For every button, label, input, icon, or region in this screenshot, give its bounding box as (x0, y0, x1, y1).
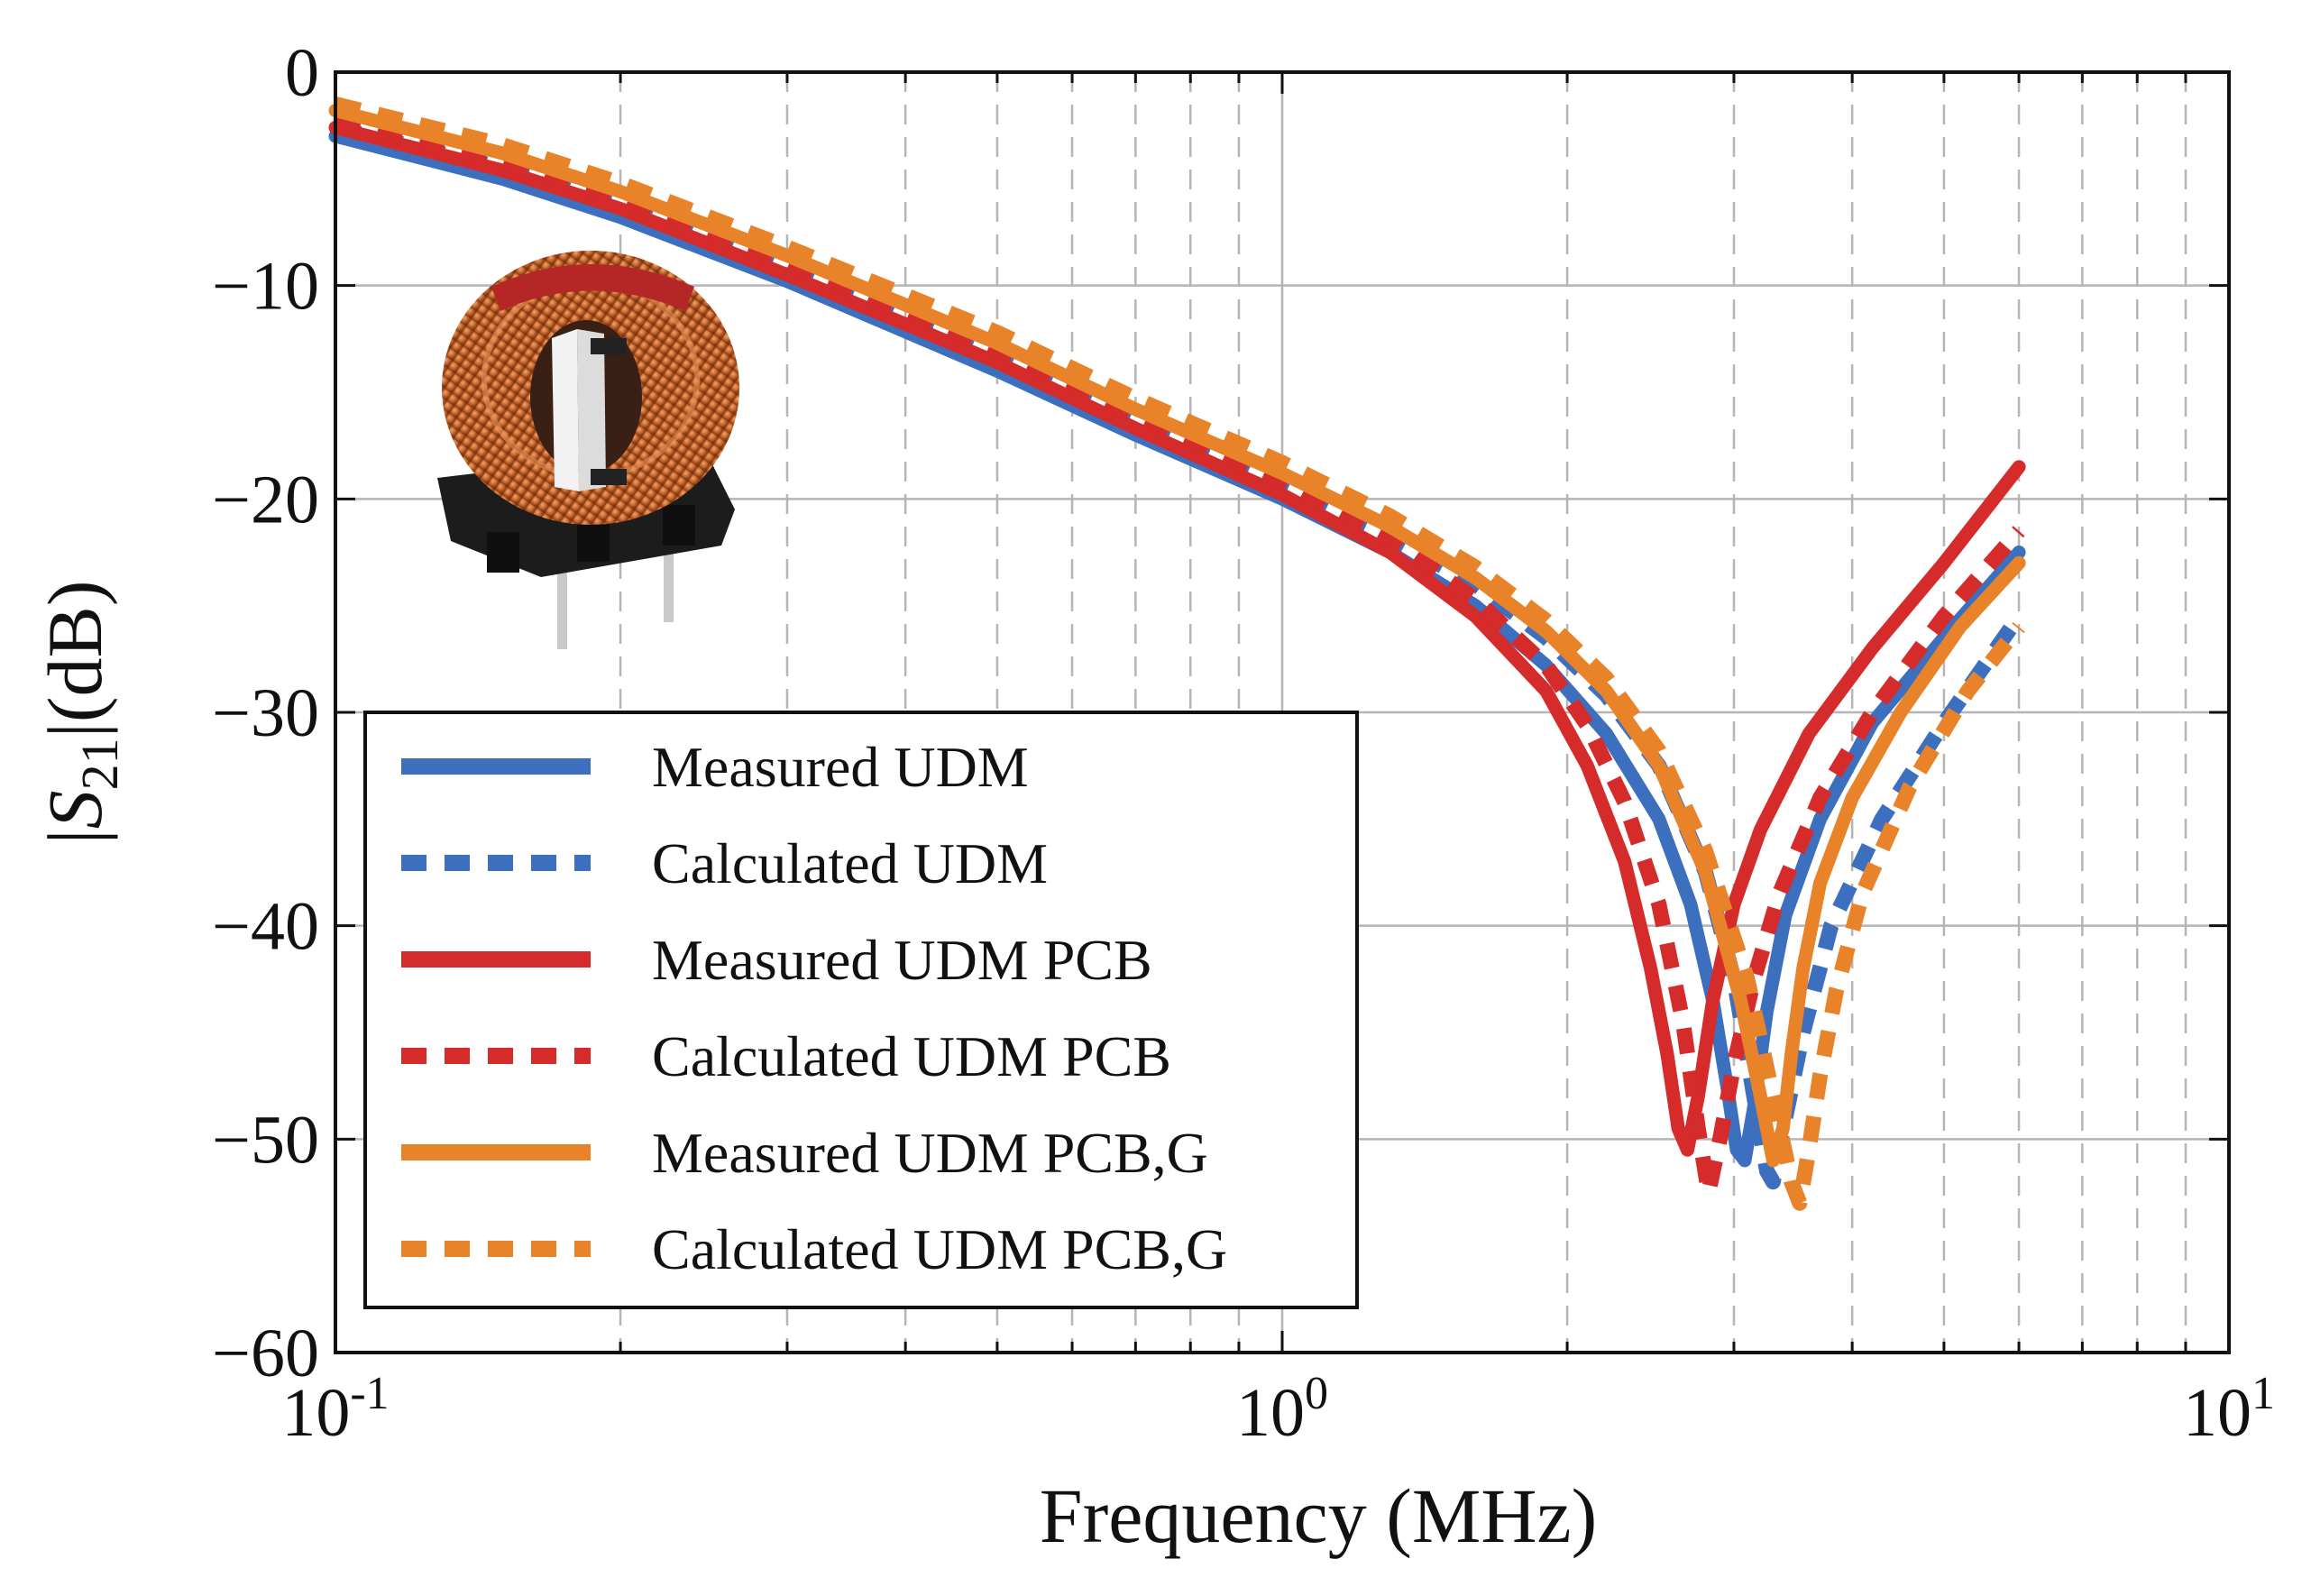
y-axis-title: |S21|(dB) (32, 580, 129, 844)
legend-label-4: Calculated UDM PCB (652, 1024, 1171, 1088)
series-layer (328, 96, 2026, 1211)
y-tick-label-1: 0 (285, 35, 319, 111)
y-tick-label-4: −30 (212, 675, 319, 751)
y-tick-label-2: −10 (212, 249, 319, 325)
legend-box (363, 711, 1359, 1309)
legend-label-1: Measured UDM (652, 735, 1029, 799)
y-tick-label-3: −20 (212, 462, 319, 537)
legend-label-6: Calculated UDM PCB,G (652, 1217, 1227, 1281)
legend-label-2: Calculated UDM (652, 831, 1048, 895)
legend-label-5: Measured UDM PCB,G (652, 1121, 1208, 1185)
x-tick-label-3: 101 (2183, 1368, 2275, 1451)
series-line-3 (328, 121, 2026, 1157)
series-line-6 (333, 96, 2025, 1211)
y-tick-label-6: −50 (212, 1102, 319, 1178)
x-tick-label-2: 100 (1236, 1368, 1328, 1451)
toroidal-choke-photo (437, 251, 739, 649)
legend-label-3: Measured UDM PCB (652, 928, 1152, 992)
y-tick-label-7: −60 (212, 1316, 319, 1391)
x-axis-title: Frequency (MHz) (1040, 1472, 1598, 1559)
y-tick-label-5: −40 (212, 889, 319, 965)
series-line-1 (328, 129, 2026, 1168)
x-tick-label-1: 10-1 (281, 1368, 389, 1451)
axes-layer: 10-1 100 101 0 −10 −20 −30 −40 −50 −60 Frequency (… (32, 35, 2275, 1559)
legend: Measured UDM Calculated UDM Measured UDM P… (363, 711, 1359, 1309)
